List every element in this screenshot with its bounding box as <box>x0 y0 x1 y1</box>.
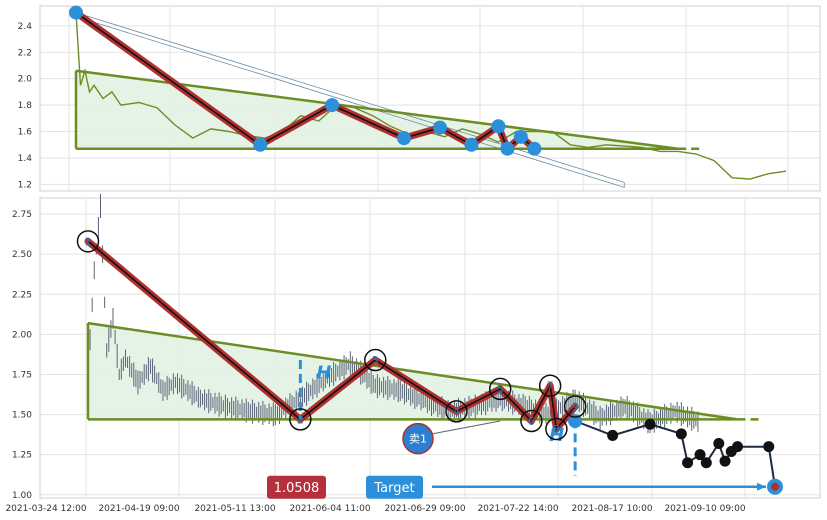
bottom-x-tick-label: 2021-08-17 10:00 <box>571 504 652 514</box>
bottom-x-tick-label: 2021-05-11 13:00 <box>194 504 275 514</box>
pivot-label: 9 <box>572 401 579 414</box>
pivot-label: 7 <box>547 380 554 393</box>
pivot-marker <box>445 400 468 423</box>
top-pivot-point <box>69 5 83 20</box>
top-y-tick-label: 1.4 <box>18 154 33 164</box>
forecast-point <box>607 429 619 441</box>
bottom-y-tick-label: 1.50 <box>12 411 32 421</box>
pivot-marker <box>76 230 100 253</box>
forecast-point <box>644 418 656 430</box>
forecast-point <box>719 455 731 467</box>
breakout-point <box>568 413 583 428</box>
pivot-label: 5 <box>497 383 504 396</box>
bottom-zigzag-line <box>87 240 576 430</box>
top-pivot-point <box>397 131 412 146</box>
top-y-tick-label: 1.8 <box>18 101 33 111</box>
bottom-y-tick-label: 2.25 <box>12 290 32 300</box>
forecast-point <box>694 449 706 461</box>
target-badge <box>366 475 423 499</box>
price-badge <box>267 475 326 499</box>
top-zigzag-line <box>75 11 535 150</box>
forecast-point <box>700 457 712 469</box>
pivot-label: 8 <box>553 423 560 436</box>
top-pivot-point <box>253 137 268 152</box>
price-badge-label: 1.0508 <box>274 481 320 496</box>
sell-connector <box>427 420 501 436</box>
bottom-x-tick-label: 2021-07-22 14:00 <box>477 504 558 514</box>
pivot-marker <box>520 409 543 433</box>
top-pivot-point <box>464 137 479 152</box>
pivot-marker <box>563 395 587 418</box>
bottom-x-tick-label: 2021-06-29 09:00 <box>384 504 465 514</box>
h-label-2: H <box>549 425 564 446</box>
top-price-line <box>75 12 787 180</box>
forecast-point <box>713 437 725 449</box>
pivot-marker <box>538 374 562 397</box>
pivot-label: 4 <box>453 405 460 418</box>
pivot-label: 3 <box>372 354 379 367</box>
pivot-marker <box>289 408 312 431</box>
pivot-label: 2 <box>297 413 304 426</box>
target-badge-label: Target <box>373 481 414 496</box>
pivot-marker <box>545 417 568 441</box>
top-pivot-point <box>432 120 447 135</box>
top-y-tick-label: 1.2 <box>18 180 32 190</box>
pivot-marker <box>364 348 387 372</box>
bottom-y-tick-label: 1.00 <box>12 491 32 501</box>
bottom-y-tick-label: 1.75 <box>12 370 32 380</box>
top-pivot-point <box>513 129 528 144</box>
top-pivot-point <box>491 119 506 134</box>
forecast-point <box>763 441 775 453</box>
bottom-y-tick-label: 2.50 <box>12 250 32 260</box>
forecast-point <box>682 457 694 469</box>
bottom-x-tick-label: 2021-09-10 09:00 <box>664 504 745 514</box>
sell-label: 卖1 <box>409 433 427 446</box>
target-point-inner <box>771 482 779 491</box>
forecast-point <box>675 428 687 440</box>
target-arrow-head <box>757 482 766 491</box>
top-pivot-point <box>325 98 340 113</box>
h-label: H <box>316 362 331 383</box>
bottom-x-tick-label: 2021-06-04 11:00 <box>289 504 370 514</box>
bottom-x-tick-label: 2021-03-24 12:00 <box>5 504 86 514</box>
bottom-y-tick-label: 2.75 <box>12 210 32 220</box>
pivot-label: 6 <box>528 415 535 428</box>
bottom-y-tick-label: 2.00 <box>12 330 32 340</box>
bottom-y-tick-label: 1.25 <box>12 451 32 461</box>
top-pivot-point <box>500 141 515 156</box>
pivot-marker <box>488 377 512 401</box>
top-pivot-point <box>527 141 542 156</box>
top-y-tick-label: 2.4 <box>18 22 33 32</box>
top-y-tick-label: 2.2 <box>18 48 32 58</box>
top-y-tick-label: 1.6 <box>18 128 33 138</box>
forecast-point <box>732 441 744 453</box>
bottom-x-tick-label: 2021-04-19 09:00 <box>98 504 179 514</box>
bottom-triangle-upper <box>87 321 738 421</box>
pivot-label: 1 <box>85 235 92 248</box>
sell-marker <box>402 422 434 455</box>
top-y-tick-label: 2.0 <box>18 75 33 85</box>
